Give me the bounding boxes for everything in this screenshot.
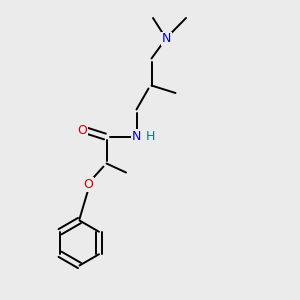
Text: N: N (132, 130, 141, 143)
Text: H: H (146, 130, 156, 143)
Text: O: O (84, 178, 93, 191)
Text: N: N (162, 32, 171, 46)
Text: O: O (78, 124, 87, 137)
